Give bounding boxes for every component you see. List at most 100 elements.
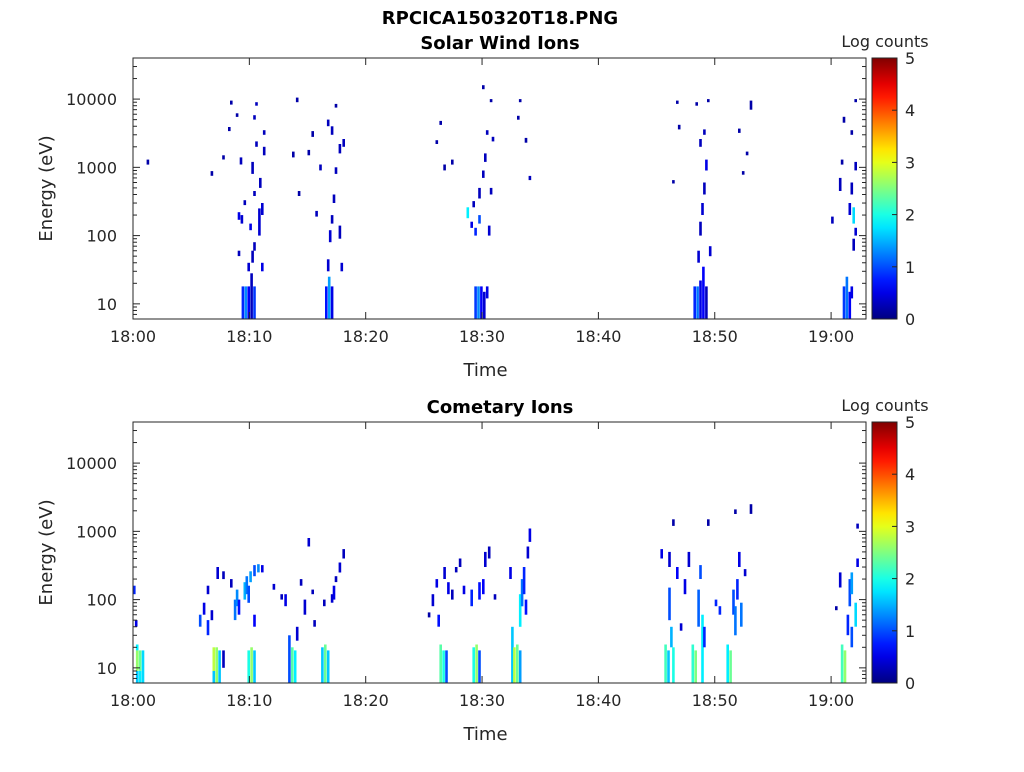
spectrogram-cell bbox=[478, 187, 481, 199]
spectrogram-cell bbox=[443, 164, 446, 171]
spectrogram-cell bbox=[667, 650, 670, 683]
colorbar-tick-label: 4 bbox=[905, 465, 915, 484]
panel-title: Solar Wind Ions bbox=[420, 33, 579, 54]
spectrogram-cell bbox=[695, 102, 698, 106]
spectrogram-cell bbox=[714, 599, 718, 607]
spectrogram-cell bbox=[474, 227, 477, 236]
spectrogram-cell bbox=[489, 99, 493, 103]
y-tick-label: 10000 bbox=[66, 90, 117, 109]
spectrogram-cell bbox=[328, 230, 332, 243]
spectrogram-cell bbox=[736, 579, 739, 600]
colorbar-tick-label: 0 bbox=[905, 674, 915, 693]
spectrogram-cell bbox=[848, 579, 852, 607]
spectrogram-cell bbox=[848, 291, 852, 319]
spectrogram-cell bbox=[230, 579, 233, 588]
spectrogram-cell bbox=[253, 614, 256, 627]
colorbar-tick-label: 3 bbox=[905, 517, 915, 536]
spectrogram-cell bbox=[493, 594, 497, 600]
spectrogram-cell bbox=[261, 565, 264, 573]
spectrogram-cell bbox=[235, 113, 239, 117]
x-tick-label: 18:30 bbox=[459, 327, 505, 346]
x-tick-label: 18:50 bbox=[692, 691, 738, 710]
cometary-ions-panel: Cometary Ions 18:00 18:10 18:20 18:30 18:40 18… bbox=[36, 396, 929, 745]
x-tick-label: 18:10 bbox=[226, 691, 272, 710]
spectrogram-cell bbox=[295, 97, 299, 103]
spectrogram-cell bbox=[697, 589, 700, 627]
spectrogram-cell bbox=[854, 161, 857, 171]
spectrogram-cell bbox=[262, 130, 266, 135]
spectrogram-cell bbox=[442, 650, 445, 683]
spectrogram-cell bbox=[198, 614, 202, 627]
spectrogram-cell bbox=[726, 644, 729, 683]
spectrogram-cell bbox=[251, 250, 254, 263]
x-axis-label: Time bbox=[462, 724, 507, 745]
spectrogram-cell bbox=[243, 582, 247, 600]
spectrogram-cell bbox=[255, 141, 258, 147]
spectrogram-cell bbox=[482, 579, 485, 595]
spectrogram-cell bbox=[222, 650, 225, 668]
spectrogram-cell bbox=[332, 585, 336, 600]
spectrogram-cell bbox=[326, 119, 330, 127]
spectrogram-cell bbox=[509, 567, 512, 579]
spectrogram-cell bbox=[315, 210, 318, 217]
spectrogram-cell bbox=[677, 124, 681, 130]
spectrogram-cell bbox=[856, 523, 859, 529]
spectrogram-cell bbox=[439, 120, 442, 125]
spectrogram-cell bbox=[210, 610, 214, 621]
spectrogram-cell bbox=[672, 180, 675, 184]
spectrogram-cell bbox=[249, 223, 252, 231]
spectrogram-cell bbox=[693, 286, 696, 319]
spectrogram-cell bbox=[342, 549, 345, 559]
spectrogram-cell bbox=[439, 644, 442, 683]
spectrogram-cell bbox=[435, 579, 439, 588]
spectrogram-cell bbox=[245, 576, 249, 595]
spectrogram-cell bbox=[466, 207, 470, 219]
spectrogram-cell bbox=[239, 157, 243, 165]
spectrogram-cell bbox=[307, 538, 311, 547]
spectrogram-cell bbox=[253, 286, 256, 319]
spectrogram-cell bbox=[288, 635, 291, 683]
spectrogram-cell bbox=[738, 551, 741, 567]
spectrogram-cell bbox=[255, 102, 258, 106]
spectrogram-cell bbox=[676, 100, 679, 104]
spectrogram-cell bbox=[447, 582, 450, 595]
spectrogram-cell bbox=[520, 579, 524, 607]
spectrogram-cell bbox=[484, 153, 487, 162]
spectrogram-cell bbox=[489, 187, 493, 195]
spectrogram-cell bbox=[848, 203, 852, 215]
spectrogram-cell bbox=[135, 671, 139, 683]
spectrogram-cell bbox=[146, 159, 150, 165]
spectrogram-cell bbox=[741, 171, 745, 175]
spectrogram-cell bbox=[253, 650, 256, 683]
spectrogram-cell bbox=[470, 589, 473, 607]
spectrogram-cell bbox=[707, 99, 710, 103]
spectrogram-cell bbox=[743, 569, 747, 577]
colorbar-label: Log counts bbox=[841, 32, 928, 51]
spectrogram-cell bbox=[854, 227, 857, 236]
spectrogram-cell bbox=[850, 130, 854, 135]
y-tick-label: 10000 bbox=[66, 454, 117, 473]
spectrogram-cell bbox=[324, 644, 327, 683]
spectrogram-cell bbox=[210, 171, 214, 176]
spectrogram-cell bbox=[517, 115, 520, 120]
spectrogram-cell bbox=[703, 129, 706, 135]
spectrogram-cell bbox=[854, 99, 857, 103]
spectrogram-cells bbox=[146, 85, 857, 319]
spectrogram-cell bbox=[325, 286, 328, 319]
spectrogram-cell bbox=[838, 572, 842, 588]
figure-title: RPCICA150320T18.PNG bbox=[382, 8, 618, 29]
spectrogram-cell bbox=[511, 626, 514, 683]
y-tick-label: 10 bbox=[97, 659, 117, 678]
spectrogram-cell bbox=[297, 191, 301, 196]
spectrogram-cell bbox=[472, 647, 475, 683]
colorbar-tick-label: 5 bbox=[905, 413, 915, 432]
spectrogram-cell bbox=[244, 286, 248, 319]
spectrogram-cell bbox=[241, 286, 245, 319]
x-tick-label: 18:30 bbox=[459, 691, 505, 710]
spectrogram-cell bbox=[843, 650, 847, 683]
spectrogram-cell bbox=[342, 139, 345, 147]
spectrogram-cell bbox=[243, 200, 247, 206]
spectrogram-cell bbox=[237, 250, 241, 257]
spectrogram-cell bbox=[705, 286, 708, 319]
spectrogram-cell bbox=[292, 151, 295, 158]
